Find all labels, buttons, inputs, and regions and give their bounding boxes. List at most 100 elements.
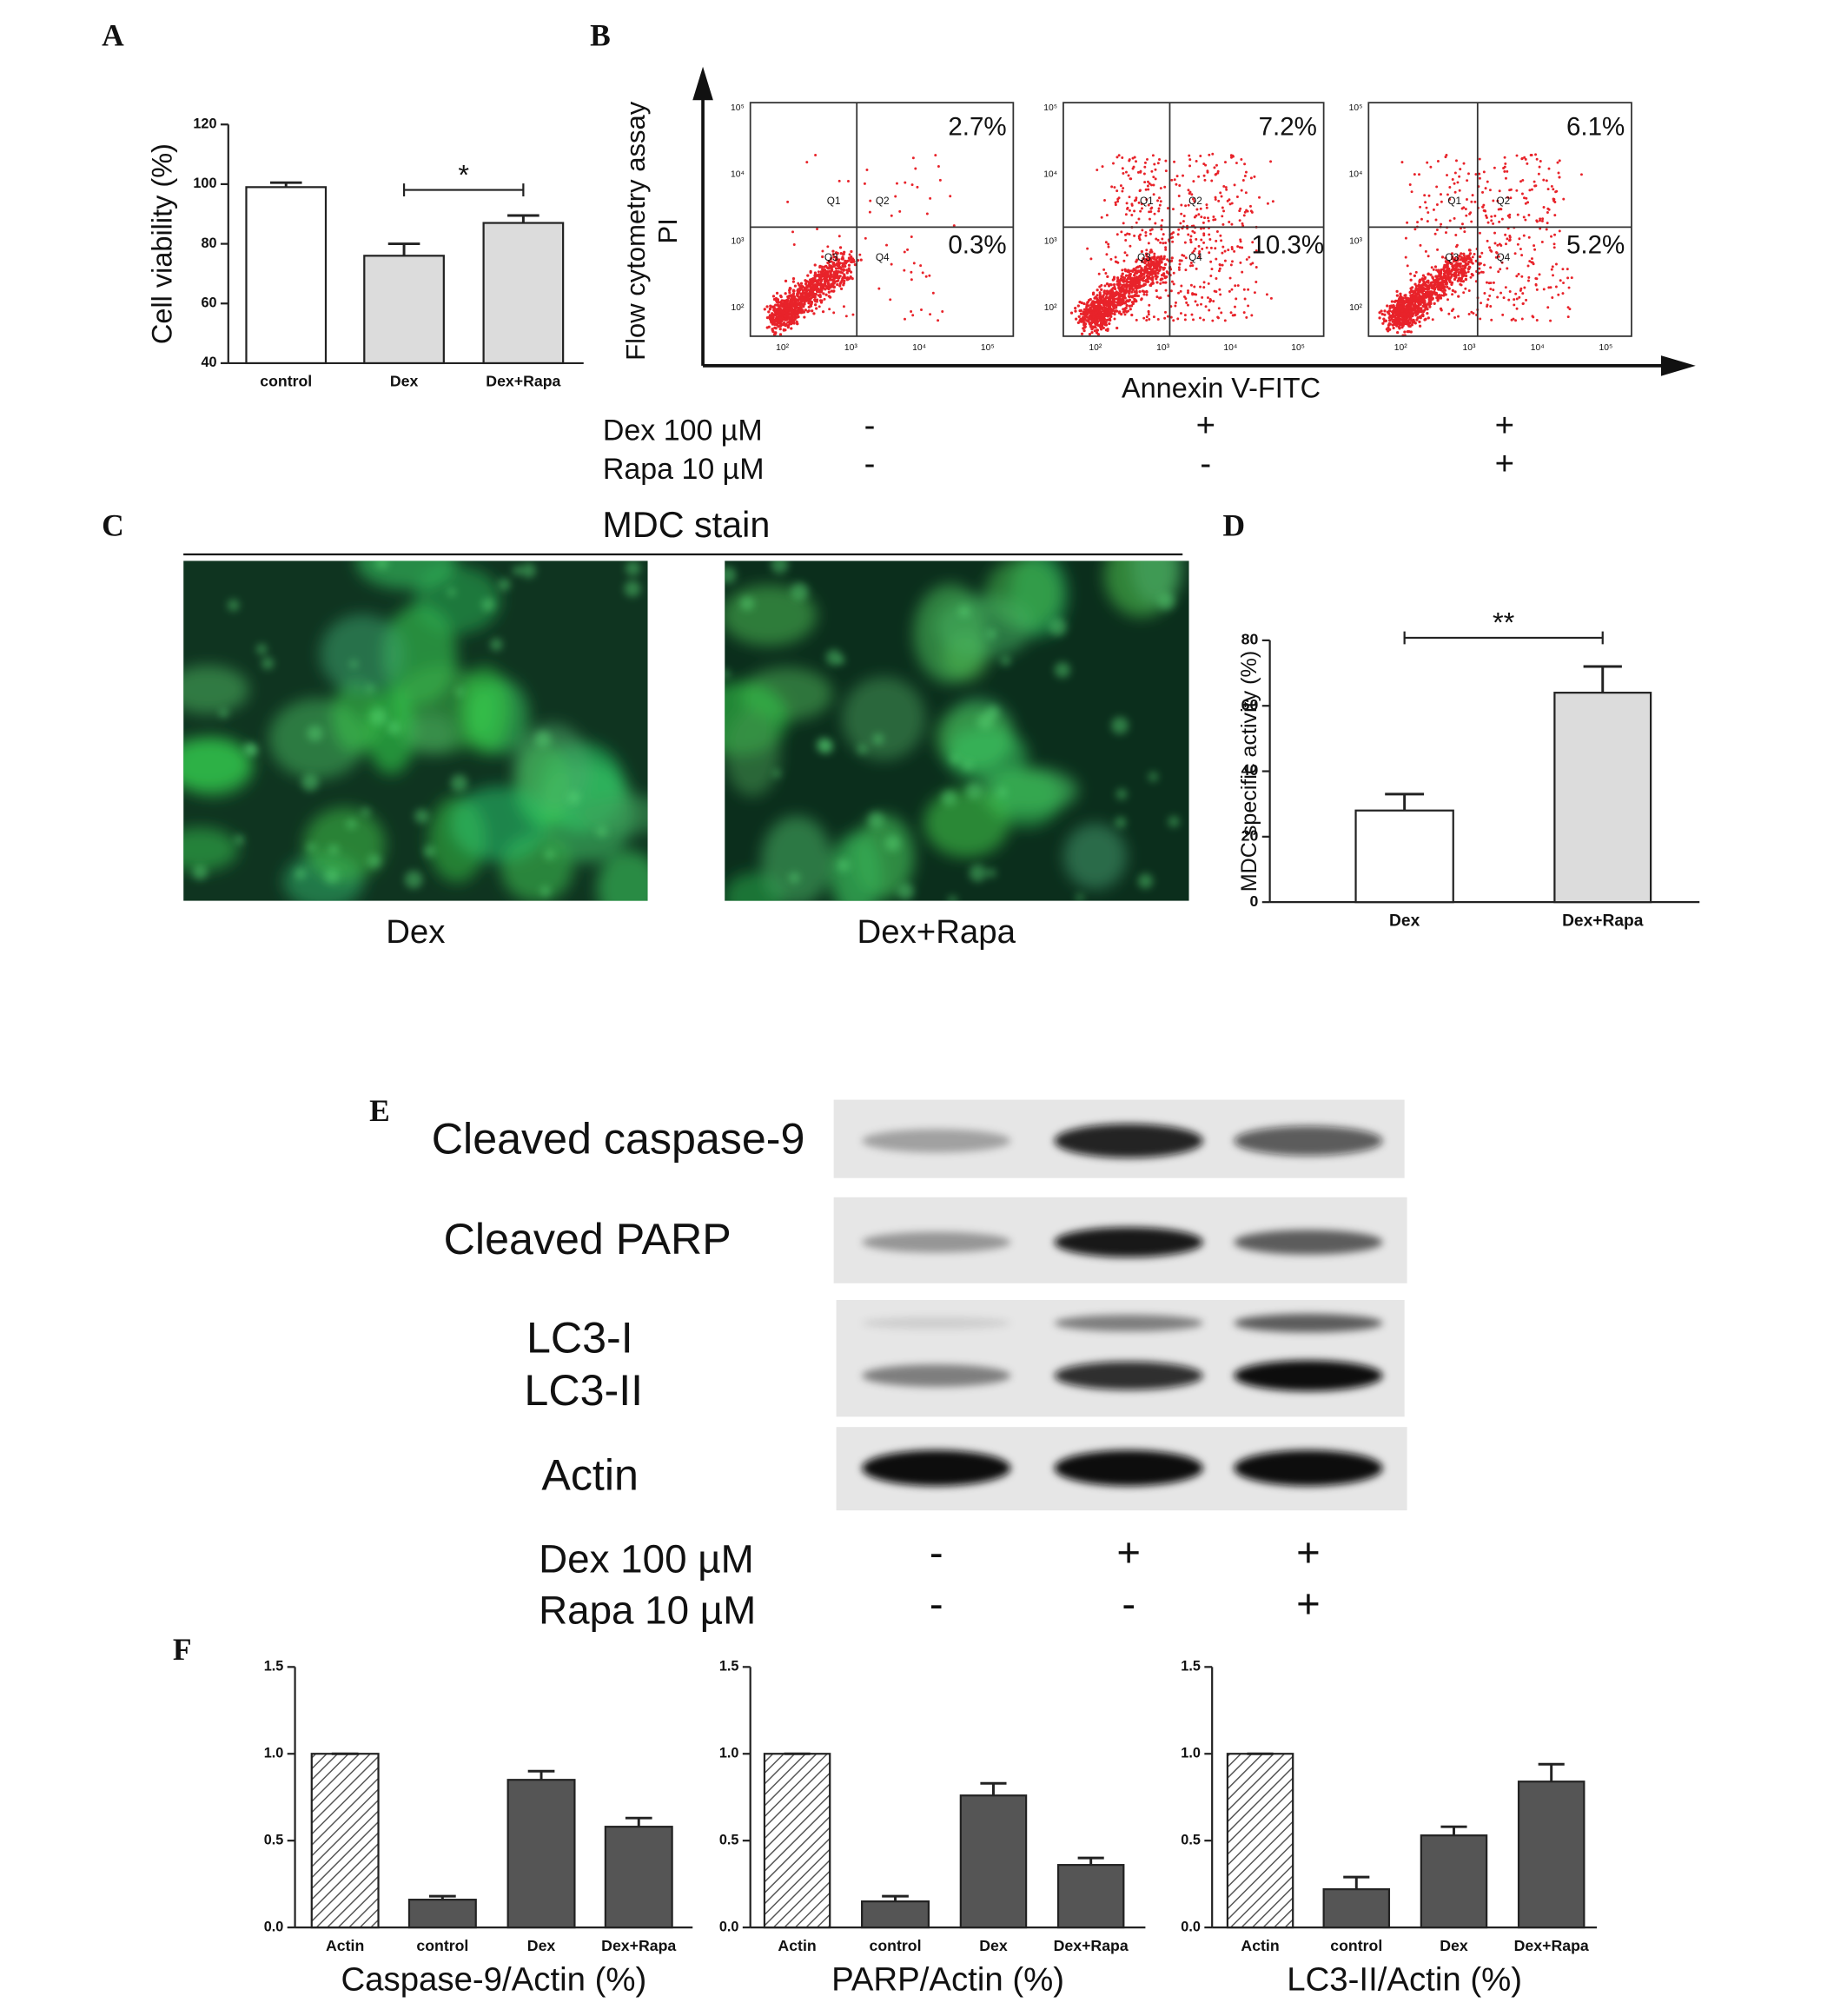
event-dot bbox=[1156, 317, 1160, 321]
event-dot bbox=[1221, 222, 1225, 226]
event-dot bbox=[1133, 156, 1136, 159]
event-dot bbox=[1247, 304, 1250, 308]
event-dot bbox=[1420, 288, 1424, 292]
event-dot bbox=[1184, 269, 1188, 272]
speck bbox=[1049, 618, 1068, 637]
quadrant-percent: 6.1% bbox=[1566, 112, 1625, 141]
event-dot bbox=[1127, 269, 1130, 272]
event-dot bbox=[1453, 315, 1457, 319]
cell bbox=[597, 850, 648, 901]
event-dot bbox=[819, 285, 823, 288]
event-dot bbox=[1535, 277, 1539, 281]
y-tick-label: 10² bbox=[1349, 303, 1362, 313]
event-dot bbox=[1497, 208, 1500, 211]
event-dot bbox=[1567, 286, 1571, 289]
event-dot bbox=[1404, 294, 1407, 297]
event-dot bbox=[1435, 203, 1439, 206]
event-dot bbox=[1122, 290, 1127, 294]
event-dot bbox=[1394, 299, 1398, 302]
event-dot bbox=[1098, 302, 1102, 305]
event-dot bbox=[1462, 267, 1466, 270]
event-dot bbox=[1182, 174, 1185, 177]
event-dot bbox=[1558, 176, 1561, 179]
event-dot bbox=[1210, 268, 1214, 271]
event-dot bbox=[1423, 292, 1427, 295]
event-dot bbox=[1455, 265, 1459, 269]
event-dot bbox=[1094, 317, 1097, 322]
event-dot bbox=[1117, 154, 1121, 157]
event-dot bbox=[1130, 214, 1134, 217]
x-axis-label: PARP/Actin (%) bbox=[831, 1960, 1064, 1998]
event-dot bbox=[1133, 279, 1136, 282]
speck bbox=[987, 868, 996, 878]
event-dot bbox=[1526, 162, 1529, 165]
event-dot bbox=[1130, 313, 1134, 317]
event-dot bbox=[816, 281, 819, 285]
event-dot bbox=[1426, 302, 1429, 306]
event-dot bbox=[1170, 280, 1174, 283]
event-dot bbox=[1207, 282, 1210, 285]
event-dot bbox=[1145, 315, 1149, 319]
event-dot bbox=[1140, 202, 1143, 206]
event-dot bbox=[1156, 271, 1160, 275]
event-dot bbox=[832, 286, 836, 289]
event-dot bbox=[788, 301, 791, 305]
event-dot bbox=[1128, 159, 1131, 162]
event-dot bbox=[1103, 312, 1107, 316]
event-dot bbox=[791, 310, 794, 314]
event-dot bbox=[1163, 316, 1167, 320]
event-dot bbox=[1442, 265, 1446, 269]
event-dot bbox=[1397, 308, 1400, 311]
y-tick-label: 40 bbox=[1241, 761, 1259, 779]
event-dot bbox=[808, 292, 812, 296]
event-dot bbox=[1508, 239, 1511, 242]
event-dot bbox=[1408, 183, 1412, 186]
event-dot bbox=[912, 262, 916, 265]
speck bbox=[771, 560, 789, 574]
event-dot bbox=[1124, 274, 1129, 277]
treatment-mark: - bbox=[864, 445, 876, 482]
event-dot bbox=[786, 299, 790, 302]
event-dot bbox=[1253, 175, 1256, 178]
speck bbox=[447, 587, 456, 597]
event-dot bbox=[864, 236, 867, 240]
event-dot bbox=[804, 295, 807, 298]
event-dot bbox=[1195, 303, 1199, 307]
event-dot bbox=[1153, 255, 1156, 258]
speck bbox=[366, 684, 374, 693]
event-dot bbox=[1253, 291, 1256, 295]
event-dot bbox=[1202, 281, 1206, 284]
event-dot bbox=[1423, 276, 1427, 281]
event-dot bbox=[1112, 307, 1115, 310]
event-dot bbox=[1122, 172, 1125, 175]
event-dot bbox=[1197, 175, 1201, 178]
event-dot bbox=[804, 279, 808, 283]
speck bbox=[324, 868, 340, 884]
event-dot bbox=[1432, 208, 1435, 211]
event-dot bbox=[1135, 287, 1138, 290]
event-dot bbox=[1240, 189, 1243, 192]
event-dot bbox=[1141, 289, 1145, 293]
event-dot bbox=[1108, 313, 1111, 316]
speck bbox=[986, 706, 1000, 720]
event-dot bbox=[1145, 319, 1149, 322]
event-dot bbox=[1446, 298, 1449, 302]
event-dot bbox=[1448, 186, 1452, 189]
event-dot bbox=[1202, 241, 1206, 244]
event-dot bbox=[1206, 169, 1209, 173]
event-dot bbox=[1149, 283, 1152, 287]
event-dot bbox=[1554, 262, 1558, 266]
event-dot bbox=[1407, 306, 1411, 309]
cell bbox=[183, 736, 254, 797]
event-dot bbox=[1436, 280, 1440, 283]
event-dot bbox=[771, 305, 776, 308]
event-dot bbox=[1506, 196, 1510, 199]
event-dot bbox=[841, 276, 844, 281]
event-dot bbox=[771, 313, 774, 316]
band bbox=[1234, 1449, 1383, 1487]
event-dot bbox=[1418, 320, 1421, 323]
event-dot bbox=[805, 161, 809, 164]
event-dot bbox=[1421, 274, 1426, 277]
event-dot bbox=[1142, 284, 1145, 288]
event-dot bbox=[1496, 295, 1499, 299]
